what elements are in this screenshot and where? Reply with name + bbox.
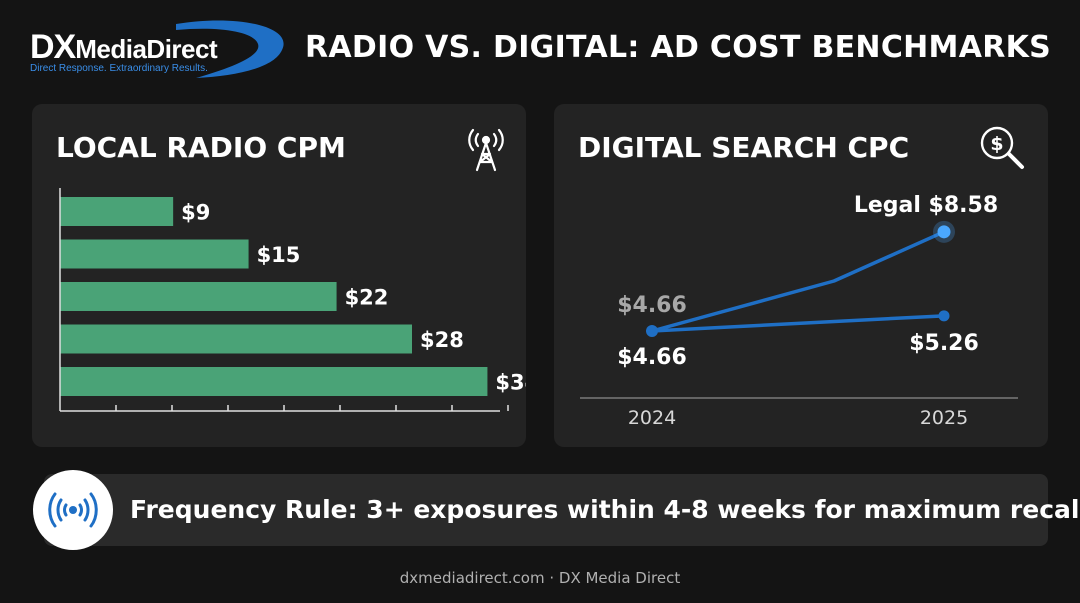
frequency-rule-banner bbox=[44, 474, 1048, 546]
bars-layer: $9 $15 $22 $28 $34 bbox=[60, 197, 526, 396]
x-tick-label: 2024 bbox=[628, 407, 676, 429]
legal-end-label: Legal $8.58 bbox=[854, 193, 998, 218]
radio-cpm-panel: LOCAL RADIO CPM $9 $15 $22 $28 $34 bbox=[32, 104, 526, 447]
legal-start-label: $4.66 bbox=[617, 293, 687, 318]
svg-text:$: $ bbox=[990, 133, 1003, 155]
radio-bar bbox=[60, 239, 249, 269]
radio-bar bbox=[60, 282, 337, 311]
page-title: RADIO VS. DIGITAL: AD COST BENCHMARKS bbox=[305, 30, 1052, 65]
logo-tagline: Direct Response. Extraordinary Results. bbox=[30, 63, 208, 74]
logo-main: DX bbox=[30, 28, 76, 66]
frequency-rule-text: Frequency Rule: 3+ exposures within 4-8 … bbox=[130, 495, 1080, 524]
brand-logo: DXMediaDirect Direct Response. Extraordi… bbox=[26, 16, 288, 78]
radio-bar-value-label: $28 bbox=[420, 328, 464, 352]
logo-rest: MediaDirect bbox=[75, 34, 218, 64]
average-cpc-line bbox=[651, 314, 945, 333]
search-line-chart: $4.66 $4.66 Legal $8.58 $5.26 2024 2025 bbox=[580, 193, 1018, 429]
footer-credit: dxmediadirect.com · DX Media Direct bbox=[399, 569, 681, 587]
x-tick-label: 2025 bbox=[920, 407, 968, 429]
average-start-label: $4.66 bbox=[617, 345, 687, 370]
radio-bar-chart: $9 $15 $22 $28 $34 bbox=[59, 188, 526, 412]
legal-end-point bbox=[937, 225, 951, 239]
x-ticks bbox=[115, 405, 509, 411]
broadcast-signal-icon bbox=[48, 492, 98, 528]
dollar-search-icon: $ bbox=[980, 126, 1024, 169]
radio-bar bbox=[60, 324, 412, 354]
lines-layer: $4.66 $4.66 Legal $8.58 $5.26 2024 2025 bbox=[617, 193, 998, 429]
legal-cpc-line bbox=[651, 230, 945, 333]
radio-panel-title: LOCAL RADIO CPM bbox=[56, 131, 346, 164]
radio-bar-value-label: $34 bbox=[495, 371, 526, 395]
logo-wordmark: DXMediaDirect bbox=[30, 28, 218, 67]
radio-bar-value-label: $15 bbox=[257, 243, 301, 267]
average-end-label: $5.26 bbox=[909, 331, 979, 356]
search-panel-title: DIGITAL SEARCH CPC bbox=[578, 131, 910, 164]
start-point bbox=[646, 325, 658, 337]
search-cpc-panel: DIGITAL SEARCH CPC $ $4.66 $4.66 Legal $8.… bbox=[554, 104, 1048, 447]
radio-bar bbox=[60, 367, 488, 396]
radio-tower-icon bbox=[468, 128, 504, 172]
frequency-icon-badge bbox=[33, 470, 113, 550]
radio-bar-value-label: $9 bbox=[181, 201, 210, 225]
logo-swoosh bbox=[176, 20, 284, 78]
radio-bar-value-label: $22 bbox=[345, 286, 389, 310]
radio-bar bbox=[60, 197, 174, 226]
average-end-point bbox=[938, 310, 950, 322]
